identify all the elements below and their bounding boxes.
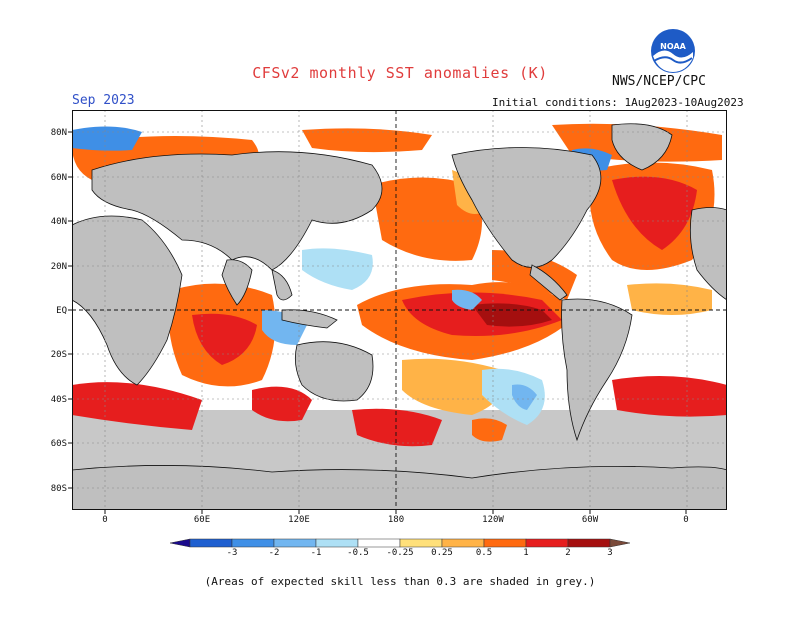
lat-label: EQ	[56, 306, 67, 316]
lon-label: 0	[683, 515, 688, 525]
colorbar-max-arrow	[609, 538, 631, 548]
equator-dateline	[72, 110, 727, 510]
lon-label: 60E	[194, 515, 210, 525]
africa-europe-wrap-land	[689, 207, 728, 301]
colorbar-label: -0.25	[386, 548, 413, 558]
lon-label: 60W	[582, 515, 599, 525]
latitude-labels: 80N 60N 40N 20N EQ 20S 40S 60S 80S	[51, 128, 72, 494]
initial-conditions-label: Initial conditions: 1Aug2023-10Aug2023	[492, 96, 744, 109]
colorbar-label: -3	[227, 548, 238, 558]
lon-label: 120E	[288, 515, 310, 525]
lat-label: 40N	[51, 217, 67, 227]
warm-anomalies	[72, 123, 727, 447]
color-bar	[169, 533, 631, 553]
logo-text: NOAA	[660, 42, 686, 51]
lat-label: 60N	[51, 173, 67, 183]
lat-label: 20S	[51, 350, 67, 360]
greenland-land	[611, 123, 673, 171]
map-title: CFSv2 monthly SST anomalies (K)	[252, 64, 548, 82]
lat-label: 40S	[51, 395, 67, 405]
lon-label: 180	[388, 515, 404, 525]
colorbar-label: 2	[565, 548, 570, 558]
cool-anomalies	[72, 126, 612, 425]
colorbar-label: 0.25	[431, 548, 453, 558]
indonesia-land	[281, 309, 338, 329]
axis-labels: 80N 60N 40N 20N EQ 20S 40S 60S 80S 0 60E 120E 180 12…	[51, 128, 689, 525]
organization-label: NWS/NCEP/CPC	[612, 74, 706, 89]
lon-label: 120W	[482, 515, 504, 525]
map-frame	[72, 110, 727, 510]
colorbar-label: 3	[607, 548, 612, 558]
colorbar-label: -1	[311, 548, 322, 558]
eurasia-land	[91, 151, 383, 271]
lat-label: 20N	[51, 262, 67, 272]
colorbar-label: -0.5	[347, 548, 369, 558]
colorbar-label: 1	[523, 548, 528, 558]
lat-label: 80N	[51, 128, 67, 138]
sst-anomaly-map	[71, 110, 728, 511]
footnote: (Areas of expected skill less than 0.3 a…	[204, 575, 596, 588]
lat-label: 60S	[51, 439, 67, 449]
land-masses	[71, 123, 728, 511]
india-land	[221, 259, 253, 306]
indochina-land	[271, 269, 293, 301]
longitude-labels: 0 60E 120E 180 120W 60W 0	[102, 510, 689, 525]
colorbar-label: 0.5	[476, 548, 492, 558]
lat-label: 80S	[51, 484, 67, 494]
south-america-land	[561, 298, 633, 442]
noaa-logo: NOAA	[650, 28, 696, 74]
australia-land	[294, 341, 374, 402]
central-america-land	[529, 264, 568, 301]
africa-land	[71, 215, 183, 386]
antarctica-land	[71, 465, 728, 511]
valid-month-label: Sep 2023	[72, 93, 135, 108]
colorbar-label: -2	[269, 548, 280, 558]
lon-label: 0	[102, 515, 107, 525]
north-america-land	[451, 147, 602, 268]
colorbar-labels: -3 -2 -1 -0.5 -0.25 0.25 0.5 1 2 3	[227, 548, 613, 558]
